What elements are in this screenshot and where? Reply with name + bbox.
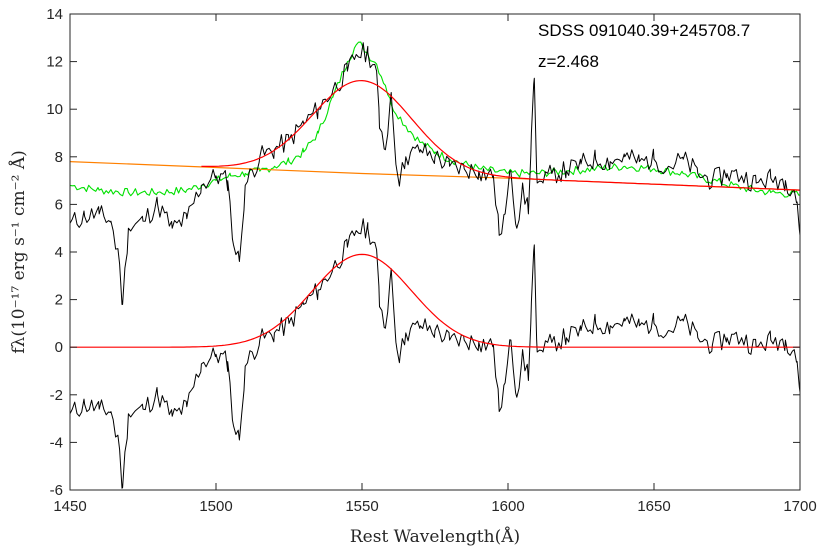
y-tick-label: 2 [55, 292, 63, 309]
series-red-fit-top [201, 79, 800, 191]
plot-area [70, 41, 800, 489]
x-tick-label: 1500 [199, 498, 232, 515]
series-observed-spectrum-top [70, 42, 800, 305]
y-tick-label: 10 [46, 101, 63, 118]
series-subtracted-spectrum-bottom [70, 218, 800, 489]
y-tick-label: 12 [46, 54, 63, 71]
y-tick-label: -2 [50, 387, 63, 404]
plot-frame [69, 13, 801, 491]
x-tick-label: 1700 [783, 498, 816, 515]
axis-ticks: 1450 1500 1550 1600 1650 1700 -6 -4 -2 0 2 4 6 8 10 12 1… [46, 6, 816, 515]
y-tick-label: -6 [50, 482, 63, 499]
series-green-model [70, 41, 800, 198]
y-tick-label: 4 [55, 244, 63, 261]
annotation-object-name: SDSS 091040.39+245708.7 [538, 21, 750, 40]
annotation-redshift: z=2.468 [538, 52, 599, 71]
x-tick-label: 1650 [637, 498, 670, 515]
y-tick-label: 0 [55, 339, 63, 356]
x-tick-label: 1450 [53, 498, 86, 515]
y-tick-label: -4 [50, 434, 63, 451]
x-tick-label: 1550 [345, 498, 378, 515]
y-axis-label: fλ(10⁻¹⁷ erg s⁻¹ cm⁻² Å) [8, 150, 29, 353]
x-tick-label: 1600 [491, 498, 524, 515]
x-axis-label: Rest Wavelength(Å) [350, 526, 520, 547]
y-tick-label: 14 [46, 6, 63, 23]
y-tick-label: 8 [55, 149, 63, 166]
y-tick-label: 6 [55, 196, 63, 213]
series-red-fit-bottom [70, 253, 800, 348]
